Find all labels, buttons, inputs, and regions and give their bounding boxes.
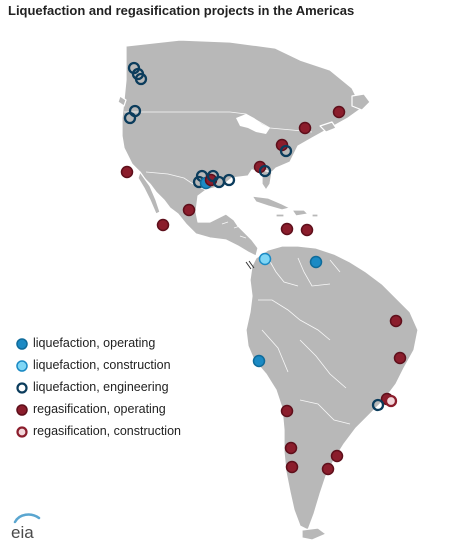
newfoundland [351, 93, 371, 111]
liquefaction-construction-marker [258, 252, 272, 266]
liquefaction-engineering-marker [279, 144, 293, 158]
legend-label: liquefaction, operating [33, 336, 156, 350]
project-markers [120, 61, 407, 476]
regasification-operating-marker [284, 441, 298, 455]
regasification-operating-marker [182, 203, 196, 217]
regasification-construction-marker [384, 394, 398, 408]
south-america-borders [258, 257, 351, 425]
liquefaction-engineering-marker [134, 72, 148, 86]
tierra-del-fuego [301, 527, 327, 541]
liquefaction-engineering-marker [222, 173, 236, 187]
liquefaction-construction-marker-icon [16, 360, 28, 372]
liquefaction-operating-marker [252, 354, 266, 368]
map-break-marker [245, 260, 255, 270]
nova-scotia [319, 121, 337, 133]
regasification-operating-marker [280, 404, 294, 418]
land-masses [117, 39, 419, 541]
regasification-operating-marker [280, 222, 294, 236]
regasification-operating-marker [285, 460, 299, 474]
puerto-rico [311, 213, 319, 218]
vancouver-island [117, 95, 127, 107]
regasification-operating-marker [393, 351, 407, 365]
regasification-operating-marker [321, 462, 335, 476]
regasification-operating-marker [156, 218, 170, 232]
legend-label: liquefaction, construction [33, 358, 171, 372]
regasification-construction-marker-icon [16, 426, 28, 438]
liquefaction-engineering-marker [258, 164, 272, 178]
legend-label: liquefaction, engineering [33, 380, 169, 394]
us-canada-border [124, 111, 313, 133]
liquefaction-operating-marker [309, 255, 323, 269]
hispaniola [291, 209, 309, 217]
regasification-operating-marker [332, 105, 346, 119]
south-america [245, 245, 419, 531]
regasification-operating-marker [298, 121, 312, 135]
liquefaction-engineering-marker [123, 111, 137, 125]
regasification-operating-marker [389, 314, 403, 328]
eia-logo-icon: eia [9, 512, 43, 547]
regasification-operating-marker [330, 449, 344, 463]
jamaica [275, 213, 285, 218]
svg-text:eia: eia [11, 523, 34, 542]
liquefaction-operating-marker-icon [16, 338, 28, 350]
regasification-operating-marker [300, 223, 314, 237]
liquefaction-engineering-marker-icon [16, 382, 28, 394]
regasification-operating-marker [120, 165, 134, 179]
legend-label: regasification, construction [33, 424, 181, 438]
baja-peninsula [137, 171, 161, 215]
map-title: Liquefaction and regasification projects… [8, 3, 355, 18]
liquefaction-engineering-marker [371, 398, 385, 412]
cuba [251, 195, 291, 211]
central-america-borders [221, 221, 247, 239]
legend-label: regasification, operating [33, 402, 166, 416]
great-lakes [236, 114, 270, 134]
regasification-operating-marker-icon [16, 404, 28, 416]
